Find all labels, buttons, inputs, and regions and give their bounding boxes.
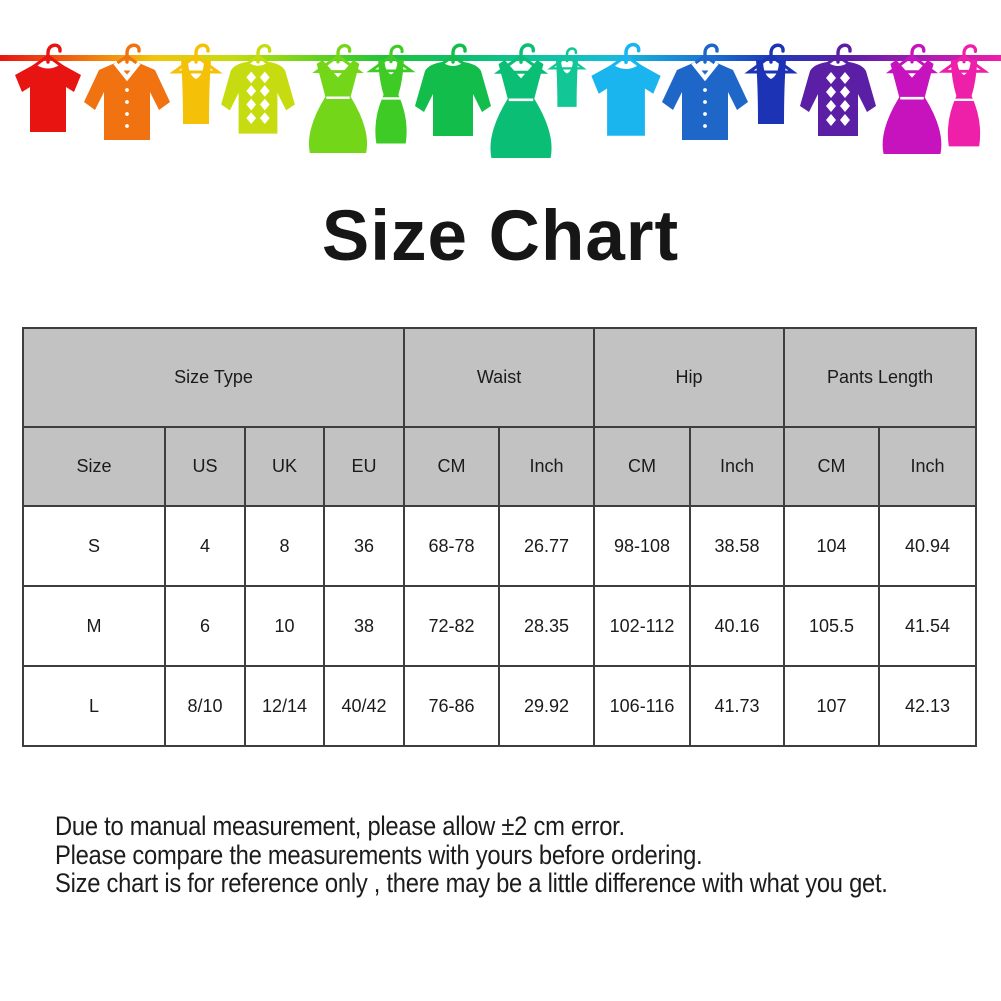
cell-uk: 12/14 [244, 665, 325, 747]
cell-pants-cm: 105.5 [783, 585, 881, 667]
cell-us: 4 [164, 505, 246, 587]
cell-size: M [22, 585, 166, 667]
note-line: Size chart is for reference only , there… [55, 868, 888, 898]
rainbow-rope [0, 55, 1001, 61]
cell-uk: 10 [244, 585, 325, 667]
cell-waist-inch: 29.92 [498, 665, 596, 747]
cell-hip-inch: 38.58 [689, 505, 786, 587]
group-header-size-type: Size Type [21, 327, 406, 428]
cell-size: L [22, 665, 166, 747]
col-header-uk: UK [244, 426, 325, 507]
cell-pants-cm: 104 [783, 505, 881, 587]
cell-waist-inch: 28.35 [498, 585, 596, 667]
cell-hip-cm: 102-112 [593, 585, 692, 667]
dress-icon [881, 43, 943, 156]
cell-pants-cm: 107 [783, 665, 881, 747]
cell-pants-inch: 41.54 [878, 585, 978, 667]
measurement-notes: Due to manual measurement, please allow … [55, 812, 979, 898]
size-chart-table: Size Type Waist Hip Pants Length Size US… [21, 327, 978, 747]
cell-us: 6 [164, 585, 246, 667]
col-header-hip-inch: Inch [689, 426, 786, 507]
col-header-pants-cm: CM [783, 426, 881, 507]
col-header-waist-inch: Inch [498, 426, 596, 507]
cell-waist-cm: 72-82 [403, 585, 501, 667]
col-header-hip-cm: CM [593, 426, 692, 507]
table-row-size-s: S 4 8 36 68-78 26.77 98-108 38.58 104 40… [22, 505, 978, 587]
cell-waist-cm: 68-78 [403, 505, 501, 587]
cell-us: 8/10 [164, 665, 246, 747]
table-row-size-l: L 8/10 12/14 40/42 76-86 29.92 106-116 4… [22, 665, 978, 747]
col-header-pants-inch: Inch [878, 426, 978, 507]
cell-pants-inch: 40.94 [878, 505, 978, 587]
cell-size: S [22, 505, 166, 587]
table-group-header-row: Size Type Waist Hip Pants Length [21, 327, 978, 428]
col-header-size: Size [22, 426, 166, 507]
dress-icon [489, 43, 553, 160]
note-line: Please compare the measurements with you… [55, 839, 703, 870]
group-header-waist: Waist [403, 327, 596, 428]
cell-uk: 8 [244, 505, 325, 587]
group-header-pants-length: Pants Length [783, 327, 978, 428]
table-sub-header-row: Size US UK EU CM Inch CM Inch CM Inch [22, 426, 978, 507]
cell-hip-cm: 98-108 [593, 505, 692, 587]
col-header-waist-cm: CM [403, 426, 501, 507]
group-header-hip: Hip [593, 327, 786, 428]
cell-hip-inch: 41.73 [689, 665, 786, 747]
dress-icon [307, 43, 369, 155]
clothesline-banner [0, 42, 1001, 160]
cell-waist-inch: 26.77 [498, 505, 596, 587]
cell-eu: 40/42 [322, 665, 406, 747]
table-row-size-m: M 6 10 38 72-82 28.35 102-112 40.16 105.… [22, 585, 978, 667]
note-line: Due to manual measurement, please allow … [55, 811, 625, 841]
cell-pants-inch: 42.13 [878, 665, 978, 747]
cell-hip-cm: 106-116 [593, 665, 692, 747]
col-header-us: US [164, 426, 246, 507]
cell-waist-cm: 76-86 [403, 665, 501, 747]
cell-eu: 36 [322, 505, 406, 587]
cell-eu: 38 [322, 585, 406, 667]
page-title: Size Chart [321, 197, 680, 276]
col-header-eu: EU [322, 426, 406, 507]
cell-hip-inch: 40.16 [689, 585, 786, 667]
